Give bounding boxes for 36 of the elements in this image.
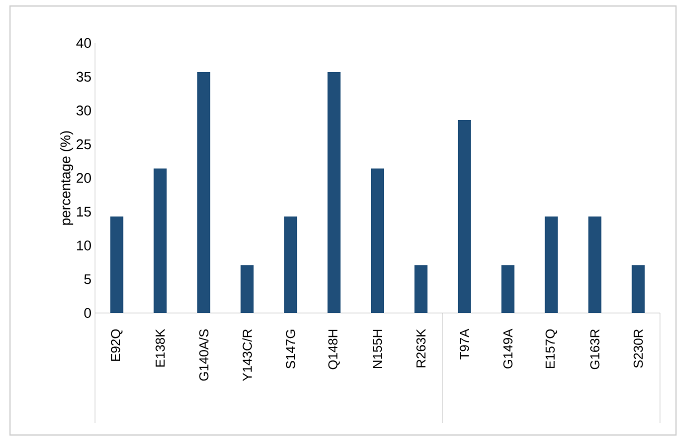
- y-tick-label: 25: [76, 139, 91, 150]
- bar: [501, 265, 514, 313]
- y-tick-label: 5: [84, 274, 91, 284]
- x-tick-label: T97A: [460, 328, 470, 360]
- x-tick-label: E138K: [156, 328, 165, 367]
- x-tick-label: N155H: [372, 330, 382, 368]
- x-tick-label: S230R: [634, 329, 643, 368]
- y-tick-label: 0: [84, 308, 91, 318]
- x-tick-label: E92Q: [110, 329, 122, 361]
- y-tick-label: 10: [77, 240, 91, 250]
- bar: [197, 72, 210, 313]
- x-tick-label: G140A/S: [198, 329, 208, 381]
- bar: [371, 168, 384, 313]
- bar: [632, 265, 645, 313]
- y-tick-label: 20: [76, 173, 91, 183]
- y-tick-label: 30: [76, 106, 91, 116]
- x-tick-label: G149A: [503, 328, 512, 368]
- x-tick-label: G163R: [590, 329, 600, 370]
- bar: [154, 168, 167, 313]
- y-tick-label: 15: [77, 206, 91, 217]
- y-axis-title: percentage (%): [60, 131, 74, 225]
- bar: [284, 216, 298, 313]
- bar: [110, 216, 124, 313]
- bar: [588, 216, 602, 313]
- bar: [544, 216, 558, 313]
- y-tick-label: 40: [76, 38, 91, 48]
- y-tick-label: 35: [76, 72, 91, 82]
- x-tick-label: S147G: [286, 330, 296, 368]
- bar: [414, 265, 428, 313]
- x-tick-label: R263K: [416, 328, 426, 368]
- x-tick-label: E157Q: [546, 329, 558, 368]
- bar: [328, 72, 341, 313]
- x-tick-label: Y143C/R: [242, 329, 252, 382]
- bar: [458, 120, 471, 313]
- x-tick-label: Q148H: [328, 330, 340, 370]
- bar: [240, 265, 254, 313]
